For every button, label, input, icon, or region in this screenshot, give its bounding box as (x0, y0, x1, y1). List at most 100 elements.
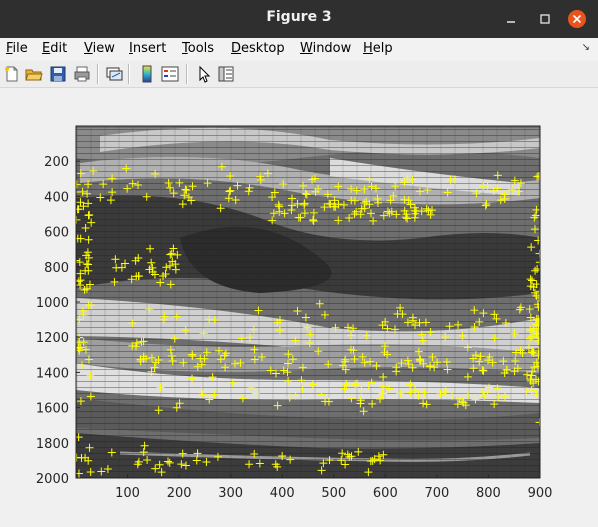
plus-marker (364, 468, 373, 477)
plus-marker (134, 457, 143, 466)
plus-marker (188, 374, 197, 383)
y-tick-label: 1200 (36, 331, 69, 346)
x-tick-label: 500 (321, 486, 346, 501)
menu-desktop[interactable]: Desktop (231, 41, 285, 56)
link-plot-icon[interactable] (105, 65, 123, 83)
plus-marker (169, 244, 178, 253)
menu-file[interactable]: File (6, 41, 28, 56)
plus-marker (340, 357, 349, 366)
plus-marker (484, 356, 493, 365)
edit-plot-pointer-icon[interactable] (195, 65, 213, 83)
plus-marker (475, 317, 484, 326)
plus-marker (294, 213, 303, 222)
plus-marker (371, 184, 380, 193)
open-file-icon[interactable] (25, 65, 43, 83)
plus-marker (147, 353, 156, 362)
plus-marker (257, 353, 266, 362)
plus-marker (341, 460, 350, 469)
menu-help[interactable]: Help (363, 41, 393, 56)
plus-marker (494, 393, 503, 402)
plus-marker (76, 258, 84, 267)
plus-marker (414, 391, 423, 400)
plus-marker (233, 181, 242, 190)
plus-marker (385, 209, 394, 218)
plus-marker (76, 180, 81, 189)
plus-marker (302, 190, 311, 199)
plus-marker (490, 334, 499, 343)
plus-marker (250, 450, 259, 459)
plus-marker (309, 217, 318, 226)
menu-window[interactable]: Window (300, 41, 352, 56)
plus-marker (347, 394, 356, 403)
figure-canvas[interactable]: 100 200 300 400 500 600 700 800 900 200 400 600 800… (0, 88, 598, 527)
plus-marker (297, 376, 306, 385)
menu-view[interactable]: View (84, 41, 115, 56)
plus-marker (170, 334, 179, 343)
menu-tools[interactable]: Tools (182, 41, 215, 56)
plus-marker (338, 361, 347, 370)
save-icon[interactable] (49, 65, 67, 83)
plus-marker (415, 187, 424, 196)
plus-marker (287, 201, 296, 210)
plus-marker (245, 333, 254, 342)
plus-marker (164, 178, 173, 187)
plus-marker (410, 213, 419, 222)
plus-marker (85, 355, 94, 364)
plus-marker (150, 363, 159, 372)
plus-marker (496, 196, 505, 205)
plus-marker (177, 460, 186, 469)
plus-marker (374, 452, 383, 461)
plus-marker (306, 330, 315, 339)
plus-marker (123, 184, 132, 193)
plus-marker (166, 183, 175, 192)
plus-marker (349, 324, 358, 333)
menu-edit[interactable]: Edit (42, 41, 68, 56)
plus-marker (367, 182, 376, 191)
plus-marker (436, 390, 445, 399)
plus-marker (245, 183, 254, 192)
plus-marker (469, 364, 478, 373)
minimize-button[interactable] (501, 9, 521, 29)
plus-marker (268, 193, 277, 202)
plus-marker (154, 355, 163, 364)
plus-marker (391, 325, 400, 334)
legend-icon[interactable] (161, 65, 179, 83)
plus-marker (419, 359, 428, 368)
plus-marker (392, 363, 401, 372)
plus-marker (357, 385, 366, 394)
plus-marker (410, 203, 419, 212)
plus-marker (324, 397, 333, 406)
plus-marker (339, 200, 348, 209)
plus-marker (278, 452, 287, 461)
plus-marker (531, 266, 540, 275)
plus-marker (534, 351, 540, 360)
plus-marker (231, 196, 240, 205)
plus-marker (162, 263, 171, 272)
plus-marker (76, 433, 83, 442)
plus-marker (527, 276, 536, 285)
plus-marker (420, 388, 429, 397)
property-inspector-icon[interactable] (217, 65, 235, 83)
colorbar-icon[interactable] (138, 65, 156, 83)
plus-marker (193, 449, 202, 458)
plus-marker (526, 275, 535, 284)
print-icon[interactable] (73, 65, 91, 83)
close-button[interactable] (567, 9, 587, 29)
plus-marker (178, 200, 187, 209)
plus-marker (411, 321, 420, 330)
x-tick-label: 300 (218, 486, 243, 501)
plus-marker (256, 175, 265, 184)
plus-marker (418, 336, 427, 345)
new-figure-icon[interactable] (3, 65, 21, 83)
menu-insert[interactable]: Insert (129, 41, 167, 56)
x-tick-label: 600 (373, 486, 398, 501)
plus-marker (106, 196, 115, 205)
plus-marker (196, 354, 205, 363)
plus-marker (334, 200, 343, 209)
plus-marker (208, 373, 217, 382)
maximize-button[interactable] (535, 9, 555, 29)
plus-marker (303, 323, 312, 332)
plus-marker (340, 384, 349, 393)
dock-arrow-icon[interactable]: ↘ (581, 42, 590, 53)
plus-marker (175, 178, 184, 187)
